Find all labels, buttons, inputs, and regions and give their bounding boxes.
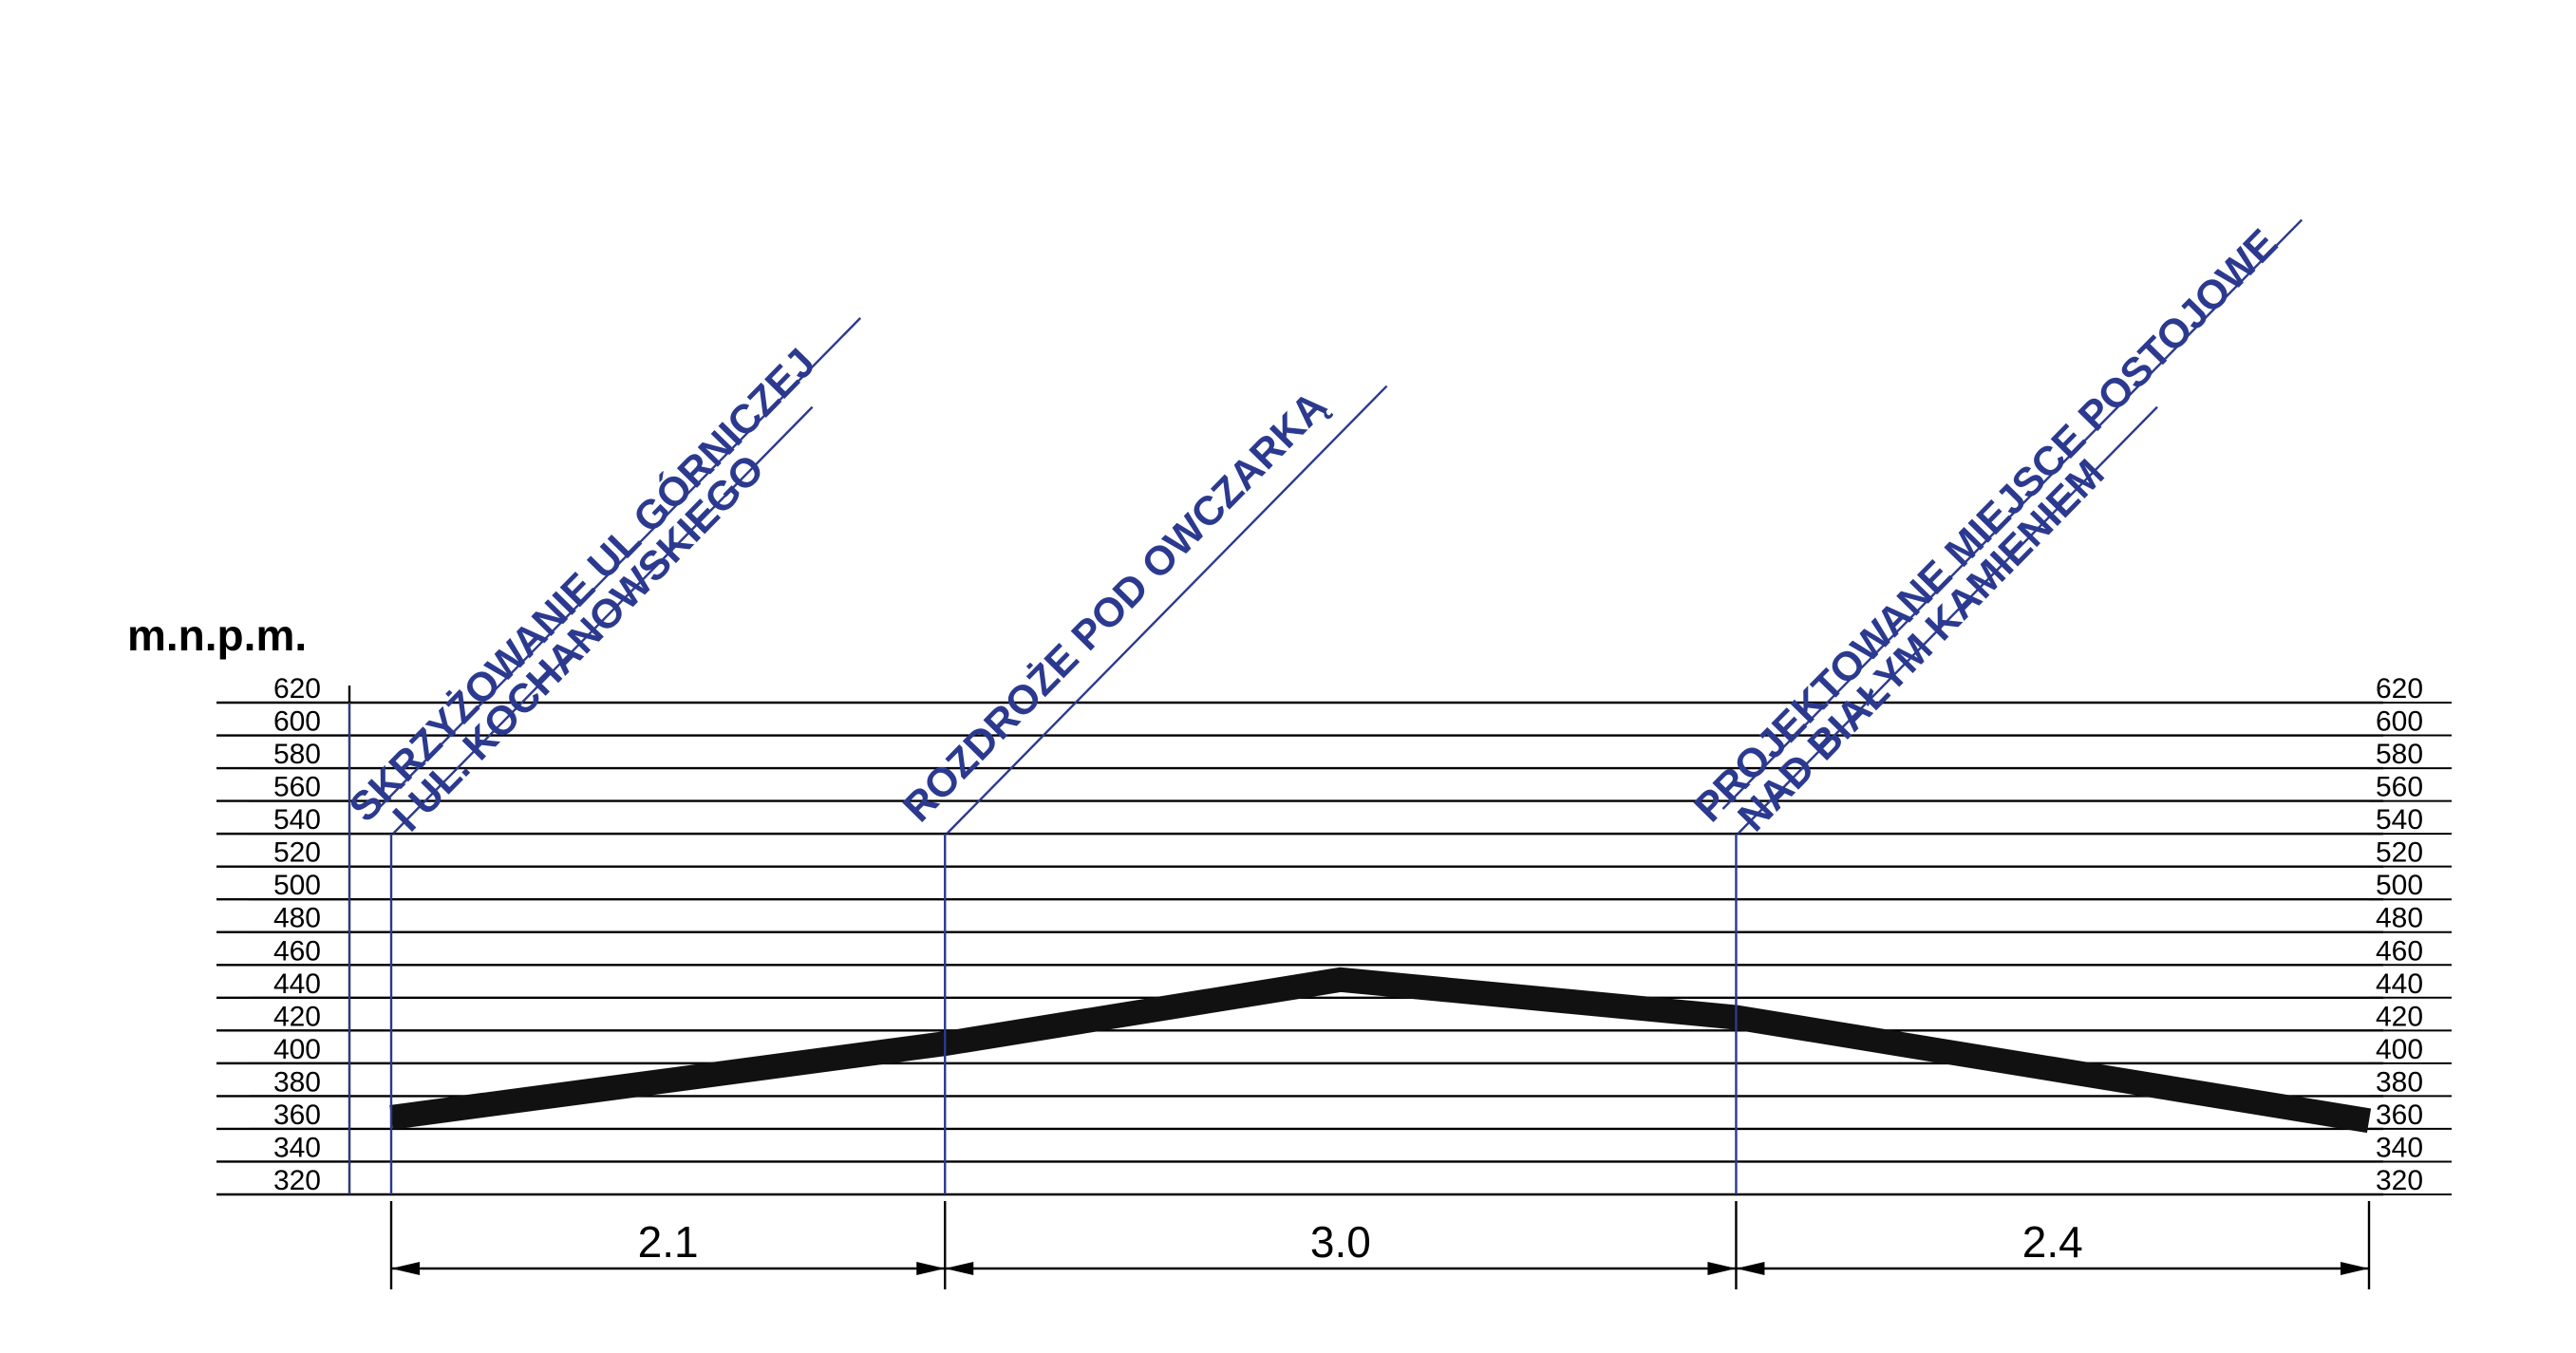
y-tick-label-left: 480 (273, 903, 321, 934)
grid (216, 701, 2383, 1196)
y-tick-label-left: 440 (273, 968, 321, 1000)
dimension-arrow-left (945, 1262, 974, 1275)
waypoint-underline (946, 385, 1388, 835)
dimension-arrow-right (2341, 1262, 2369, 1275)
dimension-arrow-left (1736, 1262, 1765, 1275)
y-tick-label-left: 520 (273, 837, 321, 869)
segment-distance-label: 2.4 (2022, 1217, 2083, 1267)
y-tick-label-left: 360 (273, 1099, 321, 1131)
y-tick-label-left: 320 (273, 1165, 321, 1196)
y-tick-label-right: 480 (2376, 903, 2423, 934)
elevation-profile-line (389, 967, 2372, 1134)
waypoints: SKRZYŻOWANIE UL GÓRNICZEJI UL. KOCHANOWS… (340, 218, 2303, 1194)
y-tick-label-left: 600 (273, 706, 321, 738)
waypoint-underline (1737, 405, 2158, 835)
dimension-arrow-right (1707, 1262, 1737, 1275)
y-tick-label-right: 460 (2376, 935, 2423, 967)
waypoint-underline (377, 317, 862, 810)
y-tick-label-left: 540 (273, 804, 321, 836)
y-tick-label-left: 400 (273, 1034, 321, 1065)
y-tick-label-right: 440 (2376, 968, 2423, 1000)
waypoint-underline (1721, 218, 2303, 810)
waypoint-underline (392, 405, 814, 835)
y-axis-unit-label: m.n.p.m. (127, 611, 307, 660)
waypoint-label: PROJEKTOWANE MIEJSCE POSTOJOWE (1685, 220, 2286, 831)
y-tick-label-right: 340 (2376, 1132, 2423, 1163)
y-tick-label-right: 580 (2376, 739, 2423, 770)
y-tick-label-left: 580 (273, 739, 321, 770)
y-tick-label-right: 400 (2376, 1034, 2423, 1065)
y-tick-label-left: 340 (273, 1132, 321, 1163)
y-tick-label-left: 420 (273, 1001, 321, 1032)
waypoint-label: SKRZYŻOWANIE UL GÓRNICZEJ (340, 339, 824, 831)
y-tick-label-right: 520 (2376, 837, 2423, 869)
distance-dimensions: 2.1 3.0 2.4 (389, 1201, 2371, 1289)
y-tick-label-right: 360 (2376, 1099, 2423, 1131)
dimension-arrow-left (391, 1262, 420, 1275)
y-tick-label-right: 540 (2376, 804, 2423, 836)
y-tick-label-right: 500 (2376, 870, 2423, 901)
y-tick-label-left: 500 (273, 870, 321, 901)
y-tick-label-right: 420 (2376, 1001, 2423, 1032)
y-tick-label-left: 560 (273, 772, 321, 803)
segment-distance-label: 2.1 (638, 1217, 699, 1267)
y-tick-label-right: 380 (2376, 1066, 2423, 1098)
y-tick-label-right: 320 (2376, 1165, 2423, 1196)
segment-distance-label: 3.0 (1310, 1217, 1371, 1267)
waypoint-label: ROZDROŻE POD OWCZARKĄ (894, 383, 1336, 831)
profile (389, 967, 2372, 1134)
y-tick-label-right: 620 (2376, 673, 2423, 705)
dimension-arrow-right (916, 1262, 946, 1275)
y-tick-label-right: 600 (2376, 706, 2423, 738)
y-tick-label-left: 620 (273, 673, 321, 705)
y-tick-label-left: 380 (273, 1066, 321, 1098)
y-tick-label-left: 460 (273, 935, 321, 967)
y-tick-label-right: 560 (2376, 772, 2423, 803)
